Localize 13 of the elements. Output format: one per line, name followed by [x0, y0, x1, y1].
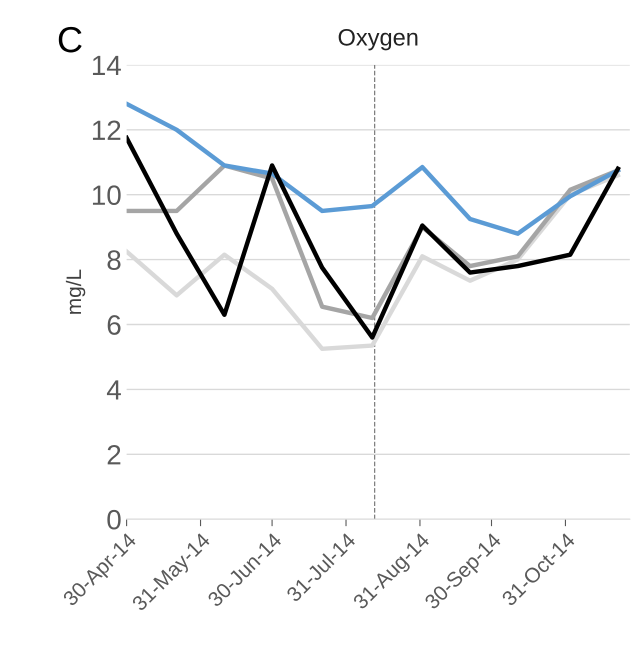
y-tick-label: 4: [106, 380, 121, 400]
y-tick-label: 8: [108, 250, 121, 270]
chart-title: Oxygen: [338, 28, 418, 50]
y-tick-label: 12: [92, 120, 120, 140]
y-tick-label: 14: [92, 56, 121, 75]
text: C: [58, 26, 82, 52]
line-series: [126, 136, 620, 340]
y-tick-label: 2: [108, 444, 120, 464]
y-tick-label: 10: [92, 185, 121, 206]
y-tick-label: 0: [107, 510, 121, 530]
y-axis-title: mg/L: [66, 270, 86, 314]
line-series: [126, 102, 620, 236]
y-tick-label: 6: [108, 315, 121, 335]
